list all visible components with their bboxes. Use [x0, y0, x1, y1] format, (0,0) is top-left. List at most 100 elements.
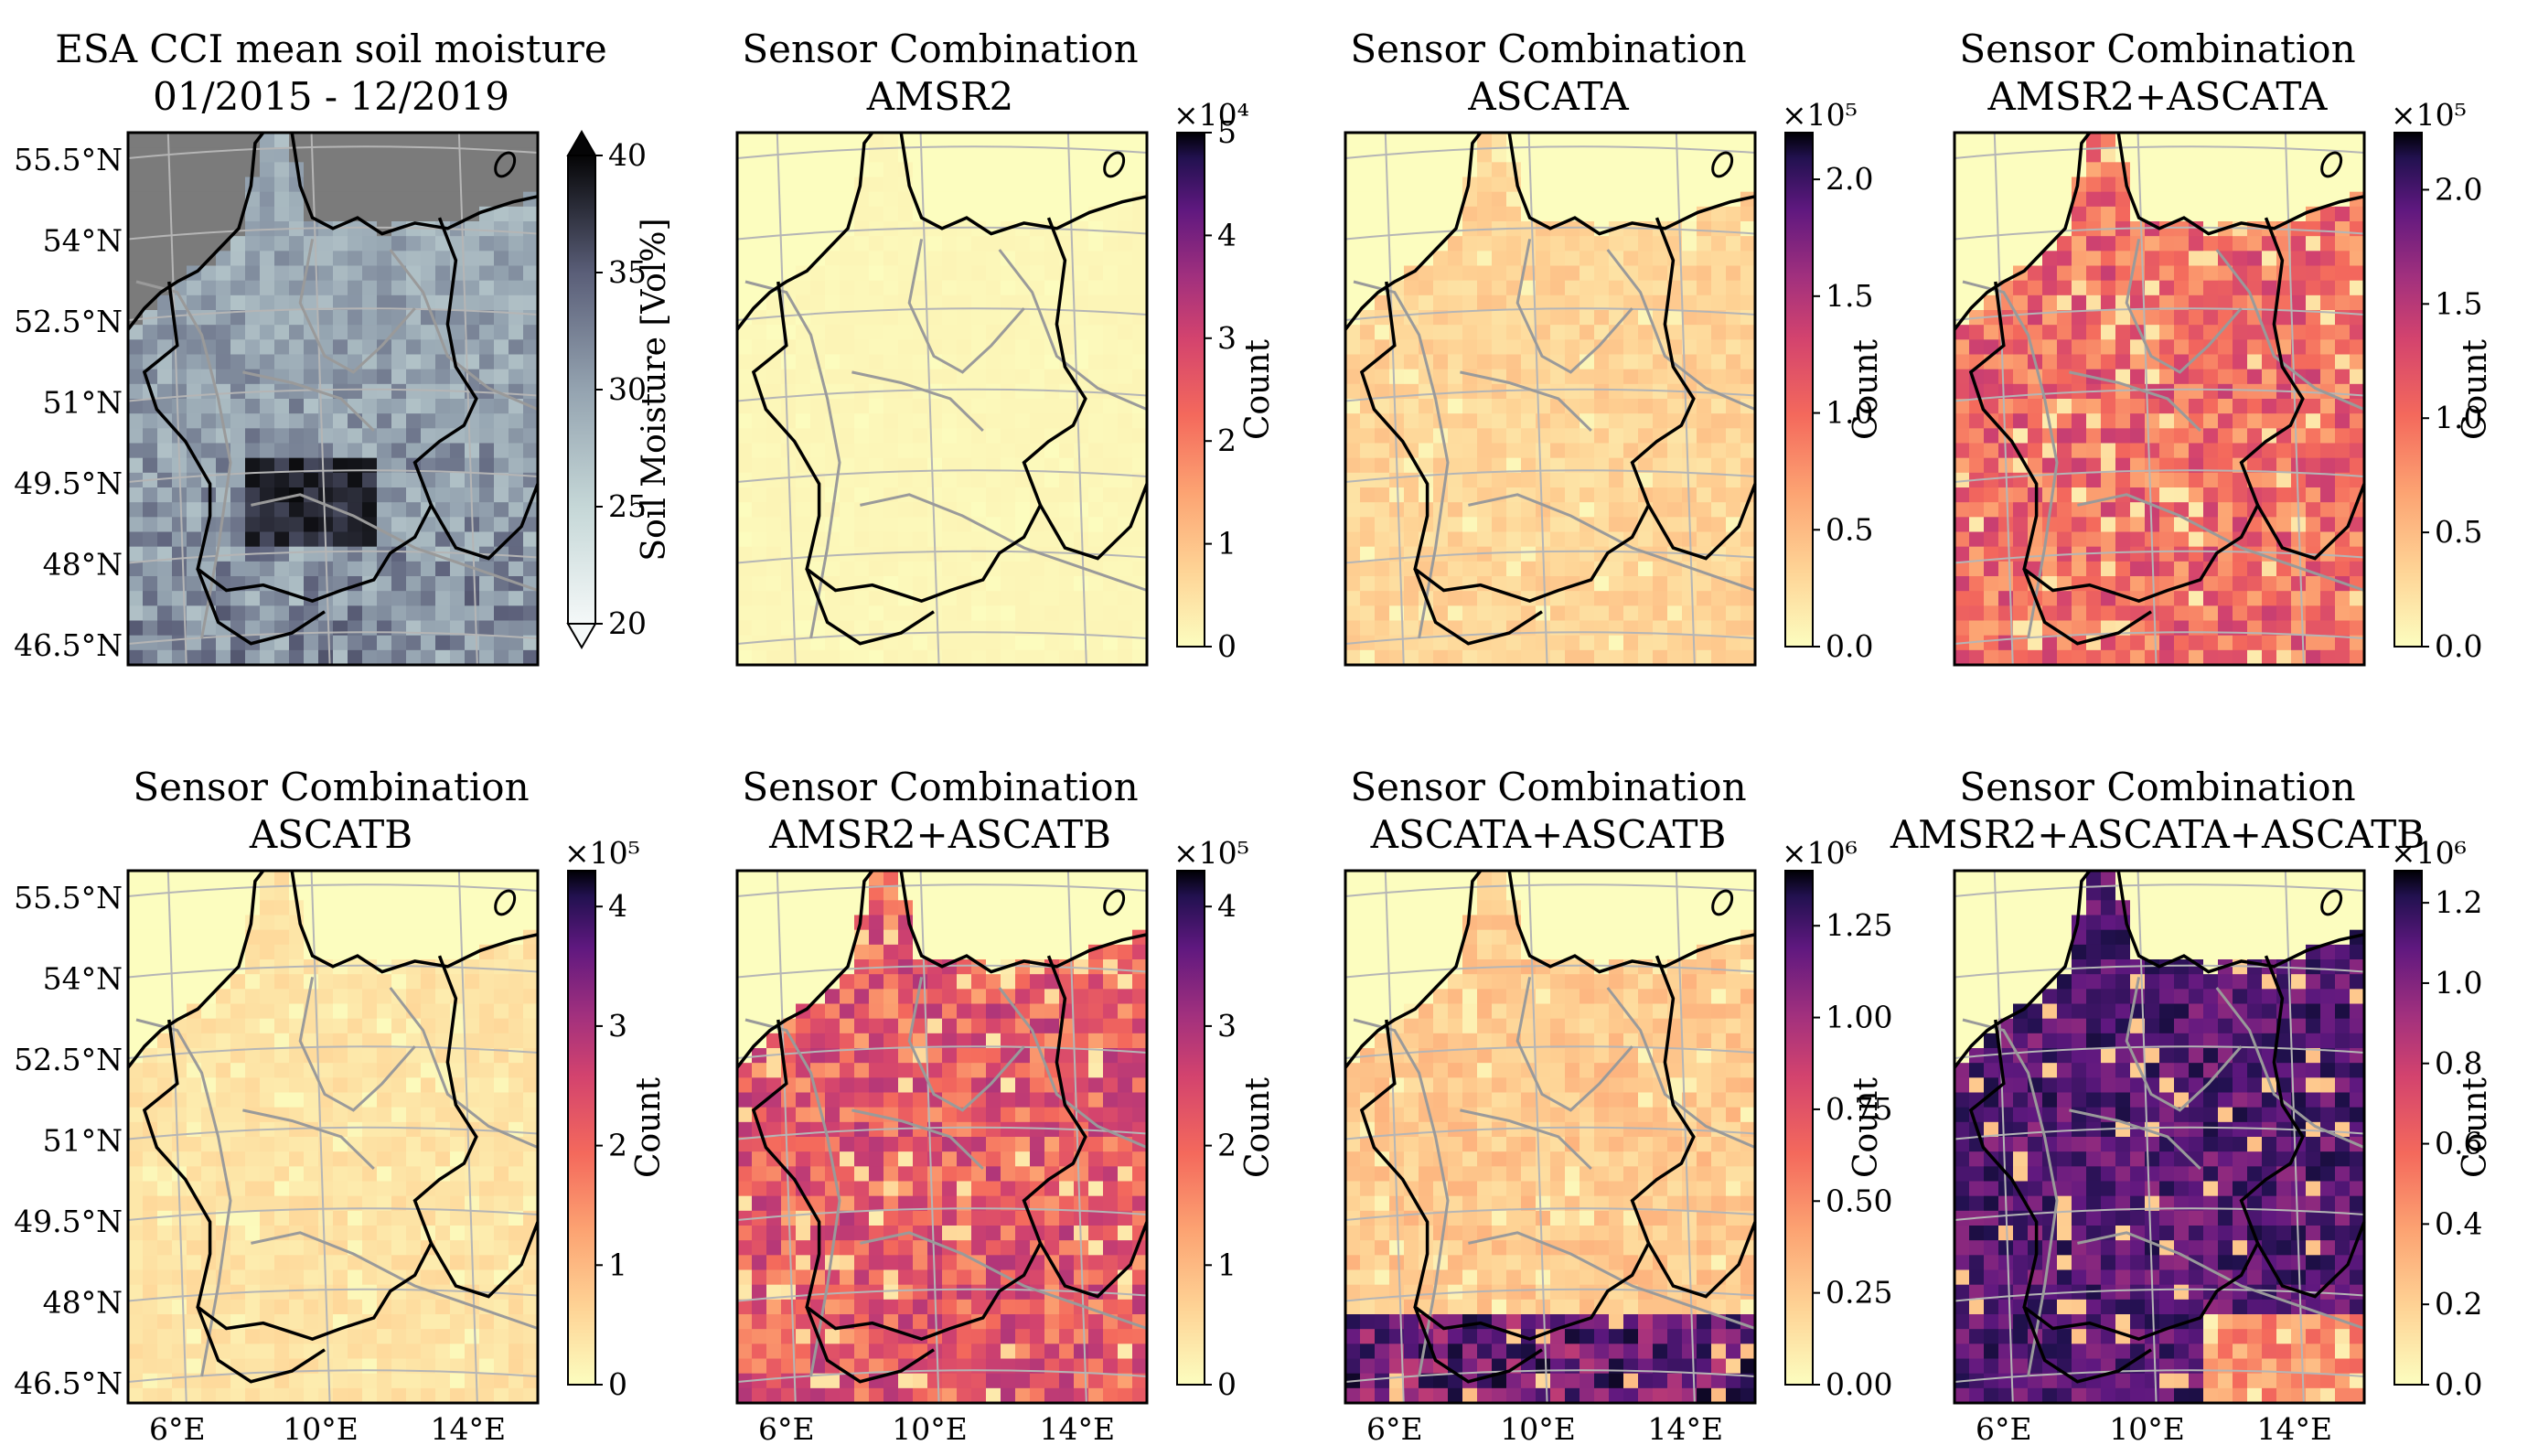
grid-cell	[289, 191, 305, 208]
grid-cell	[2115, 236, 2131, 252]
grid-cell	[1389, 531, 1405, 548]
grid-cell	[377, 1358, 392, 1375]
grid-cell	[333, 1299, 348, 1315]
grid-cell	[1044, 413, 1060, 429]
grid-cell	[450, 591, 466, 606]
grid-cell	[289, 1018, 305, 1034]
grid-cell	[333, 1195, 348, 1212]
grid-cell	[274, 502, 290, 518]
grid-cell	[942, 280, 958, 296]
grid-cell	[1984, 133, 1999, 148]
grid-cell	[1375, 502, 1390, 518]
grid-cell	[1345, 531, 1361, 548]
grid-cell	[406, 871, 422, 886]
grid-cell	[216, 133, 231, 148]
grid-cell	[1088, 605, 1104, 622]
grid-cell	[289, 1269, 305, 1286]
grid-cell	[2189, 635, 2204, 651]
grid-cell	[869, 177, 884, 193]
grid-cell	[2320, 354, 2336, 370]
grid-cell	[128, 1166, 144, 1183]
grid-cell	[1477, 399, 1493, 414]
grid-cell	[523, 325, 539, 340]
grid-cell	[1711, 472, 1727, 488]
grid-cell	[1565, 265, 1580, 282]
grid-cell	[971, 191, 987, 208]
grid-cell	[1001, 369, 1016, 385]
grid-cell	[348, 472, 363, 488]
grid-cell	[2057, 428, 2072, 444]
grid-cell	[260, 649, 275, 666]
grid-cell	[2233, 502, 2248, 518]
grid-cell	[1030, 413, 1045, 429]
graticule-meridian	[1527, 132, 1548, 666]
grid-cell	[796, 576, 811, 592]
grid-cell	[1697, 457, 1712, 474]
grid-cell	[825, 635, 841, 651]
grid-cell	[957, 487, 972, 503]
grid-cell	[1419, 162, 1434, 178]
grid-cell	[883, 635, 899, 651]
grid-cell	[1506, 354, 1522, 370]
grid-cell	[128, 1018, 144, 1034]
grid-cell	[245, 1151, 261, 1167]
grid-cell	[479, 177, 495, 193]
grid-cell	[1506, 206, 1522, 222]
grid-cell	[1360, 487, 1376, 503]
grid-cell	[435, 1107, 451, 1123]
grid-cell	[1740, 605, 1756, 622]
grid-cell	[333, 206, 348, 222]
grid-cell	[1118, 251, 1133, 267]
grid-cell	[2028, 206, 2043, 222]
grid-cell	[128, 885, 144, 901]
grid-cell	[2262, 443, 2277, 459]
grid-cell	[406, 1166, 422, 1183]
grid-cell	[2057, 487, 2072, 503]
grid-cell	[377, 162, 392, 178]
map-area	[1344, 131, 1757, 667]
grid-cell	[260, 443, 275, 459]
grid-cell	[1506, 399, 1522, 414]
grid-cell	[157, 605, 173, 622]
grid-cell	[2189, 294, 2204, 311]
grid-cell	[2233, 206, 2248, 222]
grid-cell	[230, 871, 246, 886]
grid-cell	[2320, 561, 2336, 577]
grid-cell	[2130, 162, 2146, 178]
grid-cell	[465, 294, 480, 311]
colorbar-label: Count	[1239, 338, 1277, 440]
grid-cell	[143, 1003, 158, 1020]
grid-cell	[854, 294, 870, 311]
grid-cell	[1477, 177, 1493, 193]
grid-cell	[1506, 502, 1522, 518]
grid-cell	[2086, 546, 2102, 562]
grid-cell	[465, 591, 480, 606]
grid-cell	[172, 576, 187, 592]
grid-cell	[2233, 133, 2248, 148]
grid-cell	[1044, 531, 1060, 548]
grid-cell	[201, 1033, 217, 1049]
grid-cell	[2145, 133, 2160, 148]
grid-cell	[869, 487, 884, 503]
grid-cell	[1132, 162, 1148, 178]
grid-cell	[391, 1329, 407, 1344]
grid-cell	[1030, 649, 1045, 666]
grid-cell	[2189, 133, 2204, 148]
grid-cell	[333, 1063, 348, 1078]
grid-cell	[2101, 635, 2116, 651]
grid-cell	[2057, 294, 2072, 311]
grid-cell	[1954, 280, 1970, 296]
grid-cell	[201, 443, 217, 459]
grid-cell	[377, 915, 392, 931]
grid-cell	[465, 162, 480, 178]
grid-cell	[479, 265, 495, 282]
grid-cell	[172, 206, 187, 222]
grid-cell	[245, 399, 261, 414]
grid-cell	[796, 649, 811, 666]
grid-cell	[421, 1166, 436, 1183]
grid-cell	[274, 1299, 290, 1315]
grid-cell	[1088, 413, 1104, 429]
grid-cell	[1638, 147, 1654, 163]
grid-cell	[157, 635, 173, 651]
grid-cell	[1404, 591, 1419, 606]
